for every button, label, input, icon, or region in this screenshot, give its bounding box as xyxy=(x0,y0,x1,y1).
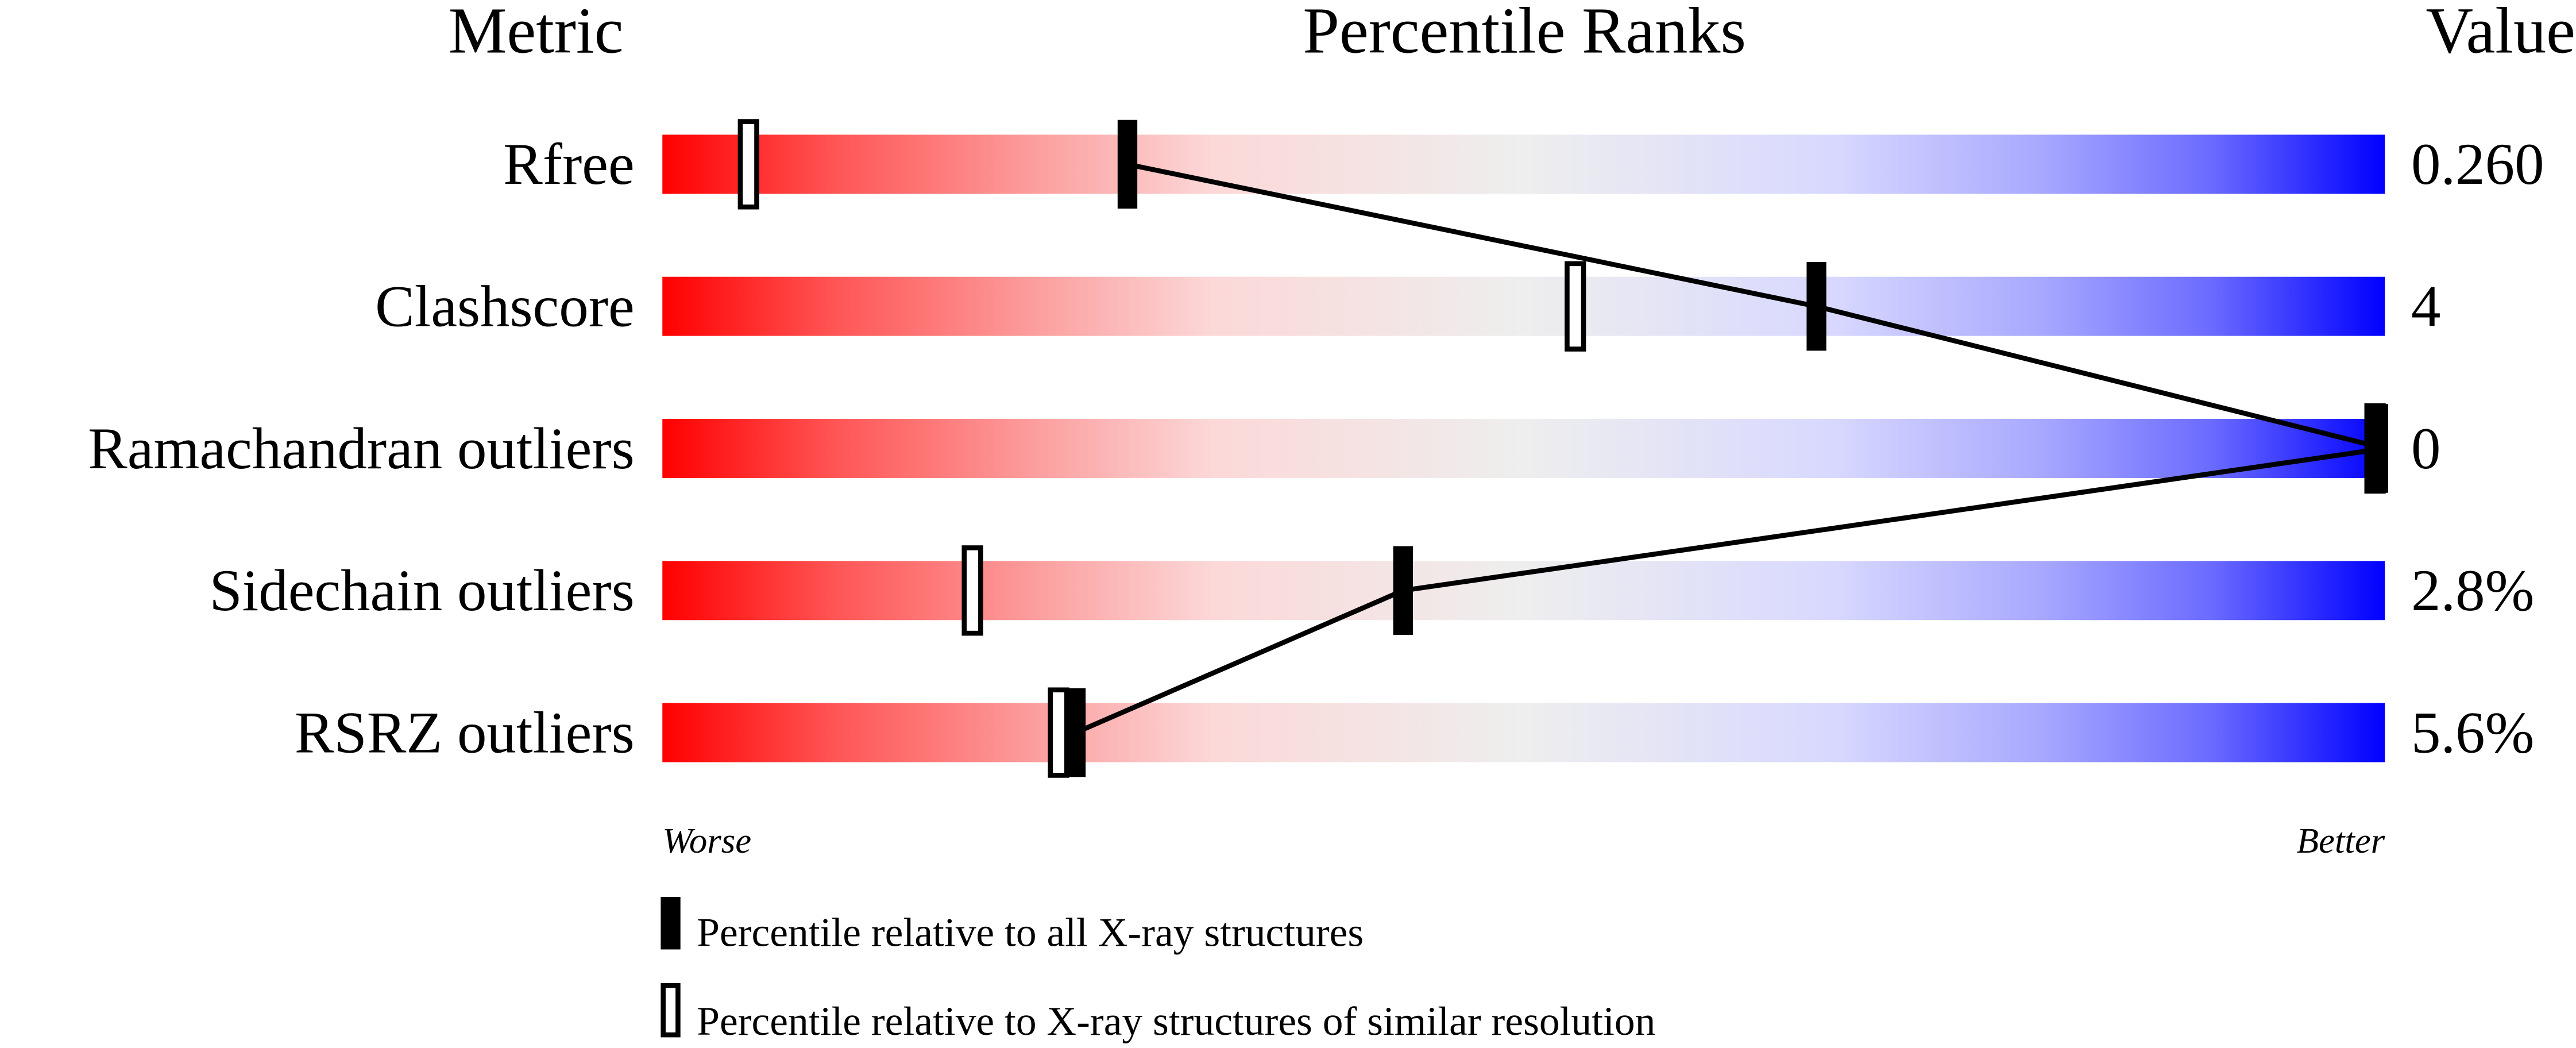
header-value: Value xyxy=(2426,0,2575,67)
metric-value: 0 xyxy=(2411,416,2440,481)
all-structures-marker xyxy=(2368,404,2388,493)
similar-resolution-marker xyxy=(961,545,983,636)
similar-resolution-marker xyxy=(737,119,759,210)
percentile-bar xyxy=(662,276,2385,336)
metric-label: Sidechain outliers xyxy=(209,558,634,623)
metric-value: 5.6% xyxy=(2411,700,2534,765)
metric-value: 0.260 xyxy=(2411,132,2544,197)
metric-value: 2.8% xyxy=(2411,558,2534,623)
similar-resolution-marker xyxy=(1565,261,1586,352)
all-structures-marker xyxy=(1117,120,1138,209)
metric-label: RSRZ outliers xyxy=(295,700,635,765)
better-label: Better xyxy=(2297,820,2385,861)
all-structures-marker xyxy=(1065,688,1086,777)
legend-similar-label: Percentile relative to X-ray structures … xyxy=(697,999,1655,1044)
metric-value: 4 xyxy=(2411,273,2440,339)
worse-label: Worse xyxy=(662,820,751,861)
percentile-bar xyxy=(662,419,2385,478)
all-structures-marker xyxy=(1806,262,1826,351)
percentile-bar xyxy=(662,703,2385,762)
metric-label: Ramachandran outliers xyxy=(88,416,635,481)
similar-resolution-marker xyxy=(1048,687,1069,778)
header-percentile-ranks: Percentile Ranks xyxy=(1303,0,1746,67)
percentile-bar xyxy=(662,561,2385,621)
percentile-bar xyxy=(662,134,2385,194)
all-structures-marker xyxy=(1393,546,1413,635)
metric-label: Clashscore xyxy=(375,273,635,339)
legend-open-marker xyxy=(661,983,681,1038)
metric-label: Rfree xyxy=(503,132,635,197)
legend-filled-marker xyxy=(661,896,681,950)
header-metric: Metric xyxy=(449,0,624,67)
legend-all-label: Percentile relative to all X-ray structu… xyxy=(697,910,1364,955)
